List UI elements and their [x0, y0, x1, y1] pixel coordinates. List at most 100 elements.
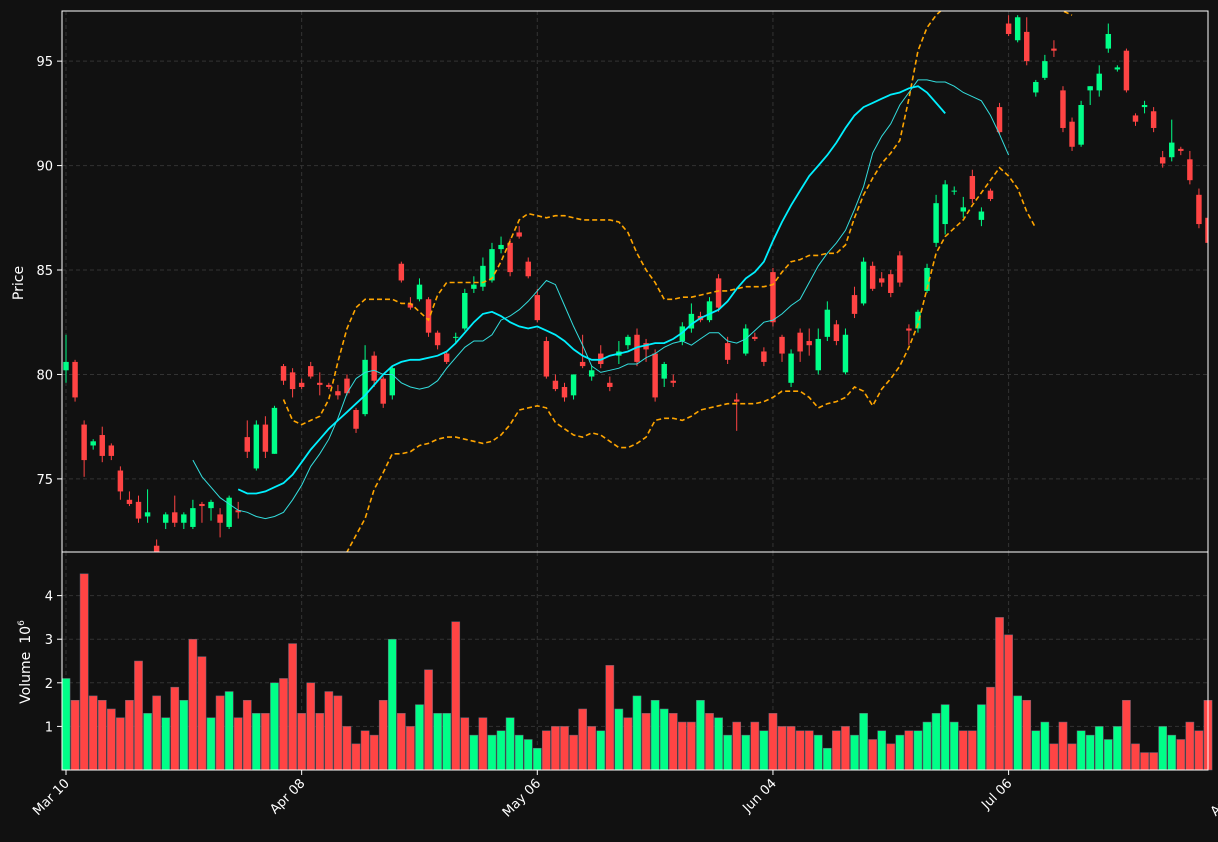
volume-bar	[324, 691, 334, 771]
candle-body	[353, 409, 359, 429]
candle-body	[307, 366, 314, 377]
volume-bar	[641, 713, 651, 771]
volume-bar	[569, 734, 578, 771]
volume-bar	[823, 747, 832, 771]
volume-bar	[841, 726, 850, 771]
volume-bar	[614, 708, 624, 771]
volume-bar	[279, 678, 288, 771]
volume-bar	[61, 678, 71, 771]
candle-body	[888, 274, 894, 293]
volume-tick-label: 4	[45, 590, 53, 605]
volume-bar	[451, 621, 461, 771]
volume-bar	[514, 734, 524, 771]
candle-body	[135, 501, 142, 519]
volume-bar	[106, 708, 116, 771]
candle-body	[208, 501, 214, 509]
candle-body	[752, 336, 758, 339]
candle-body	[498, 244, 504, 250]
volume-bar	[977, 704, 986, 771]
volume-bar	[986, 686, 995, 771]
volume-bar	[360, 730, 370, 771]
candle-body	[244, 437, 250, 452]
candle-body	[253, 424, 260, 469]
volume-bar	[152, 695, 161, 771]
candle-body	[144, 512, 151, 517]
candle-body	[579, 361, 586, 367]
volume-axis-exponent: 6	[17, 620, 27, 626]
volume-bar	[496, 730, 506, 771]
candle-body	[1150, 111, 1157, 128]
volume-bar	[1085, 734, 1095, 771]
candle-body	[226, 497, 232, 527]
candle-body	[280, 366, 287, 381]
volume-bar	[125, 699, 134, 771]
candle-body	[81, 424, 87, 461]
candle-body	[335, 391, 341, 396]
volume-bar	[143, 713, 152, 771]
candle-body	[688, 313, 695, 329]
candle-body	[516, 232, 522, 237]
candle-body	[815, 338, 821, 371]
candle-body	[172, 512, 178, 523]
volume-bar	[288, 643, 297, 771]
candle-body	[298, 382, 305, 387]
candle-body	[126, 499, 133, 504]
candle-body	[897, 255, 903, 283]
volume-bar	[551, 726, 560, 771]
volume-bar	[741, 734, 751, 771]
volume-bar	[1131, 743, 1140, 771]
volume-bar	[161, 717, 171, 771]
candle-body	[471, 284, 477, 289]
volume-panel: 1 2 3 4	[45, 551, 1213, 771]
volume-bar	[659, 708, 669, 771]
candle-body	[1024, 31, 1030, 62]
candle-body	[824, 309, 831, 337]
candle-body	[434, 332, 441, 346]
candle-body	[1051, 48, 1057, 51]
price-tick-label: 85	[36, 264, 53, 279]
volume-bar	[677, 721, 687, 771]
candle-body	[407, 303, 414, 308]
candle-body	[960, 207, 967, 212]
candle-body	[1205, 217, 1208, 243]
volume-bar	[931, 713, 941, 771]
volume-bar	[1031, 730, 1041, 771]
candle-body	[344, 378, 350, 394]
candle-body	[371, 355, 377, 381]
volume-bar	[478, 717, 488, 771]
volume-bar	[532, 747, 542, 771]
volume-bar	[433, 713, 442, 771]
volume-bar	[1140, 752, 1149, 771]
volume-bar	[315, 713, 325, 771]
candle-body	[1196, 194, 1202, 225]
candle-body	[534, 295, 541, 321]
volume-bar	[786, 726, 796, 771]
volume-bar	[116, 717, 125, 771]
candle-body	[543, 341, 550, 377]
candle-body	[761, 351, 767, 362]
candle-body	[598, 353, 604, 365]
candle-body	[362, 359, 368, 415]
candle-body	[978, 211, 985, 220]
candle-body	[262, 424, 269, 452]
candle-body	[851, 295, 858, 314]
volume-bar	[542, 730, 551, 771]
volume-bar	[406, 726, 415, 771]
volume-bar	[378, 699, 388, 771]
candle-body	[779, 336, 785, 354]
volume-bar	[97, 699, 107, 771]
volume-tick-label: 1	[45, 720, 53, 735]
volume-bar	[750, 721, 760, 771]
price-tick-label: 75	[36, 473, 53, 488]
volume-bar	[732, 721, 742, 771]
volume-bar	[596, 730, 606, 771]
candle-body	[1169, 142, 1175, 158]
candle-body	[860, 261, 867, 304]
volume-bar	[1094, 726, 1104, 771]
volume-bar	[1103, 739, 1113, 771]
volume-bar	[179, 699, 189, 771]
candle-body	[643, 343, 649, 350]
volume-bar	[668, 713, 678, 771]
volume-bar	[795, 730, 805, 771]
